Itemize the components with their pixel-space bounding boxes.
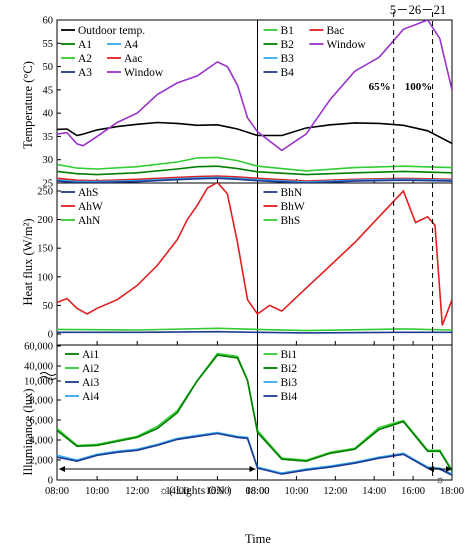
x-tick-label: 14:00 [165, 486, 189, 497]
legend-label: AhS [78, 187, 98, 199]
y-tick-label: 100 [37, 272, 53, 283]
y-tick-label: 25 [43, 179, 54, 190]
legend-label: Bi2 [281, 363, 298, 375]
arrow-heads-2 [428, 466, 452, 472]
legend-label: Ai1 [82, 349, 100, 361]
legend-label: Bi3 [281, 377, 298, 389]
x-tick-label: 18:00 [246, 486, 270, 497]
y-tick-label: 200 [37, 215, 53, 226]
series-line-ai3 [57, 432, 452, 476]
y-tick-label: 8,000 [29, 396, 53, 407]
y-tick-label: 10,000 [24, 377, 53, 388]
series-line-aac [57, 175, 452, 182]
annotation-label: 65% [369, 81, 391, 93]
y-tick-label: 50 [43, 62, 54, 73]
legend-label: Window [124, 67, 164, 79]
legend-label: Ai2 [82, 363, 100, 375]
series-line-a2 [57, 156, 452, 172]
legend-label: AhW [78, 201, 103, 213]
series-line-ai1 [57, 354, 452, 472]
y-tick-label: 45 [43, 85, 54, 96]
panel-frame [56, 344, 453, 481]
legend-label: Bac [327, 25, 345, 37]
legend-label: B2 [281, 39, 295, 51]
legend-label: A2 [78, 53, 92, 65]
y-tick-label: 50 [43, 301, 54, 312]
illuminance-axis-label: Illuminance (lux) [21, 388, 35, 475]
legend-label: Ai4 [82, 391, 100, 403]
series-line-ahw [57, 183, 452, 326]
legend-label: Window [327, 39, 367, 51]
legend-label: A3 [78, 67, 92, 79]
time-axis-label: Time [245, 532, 271, 546]
y-tick-label: 30 [43, 155, 54, 166]
y-tick-label: 2,000 [29, 456, 53, 467]
y-tick-label: 4,000 [29, 436, 53, 447]
legend-label: AhN [78, 215, 101, 227]
series-line-a1 [57, 165, 452, 176]
y-tick-label: 55 [43, 39, 54, 50]
legend-label: BhW [281, 201, 305, 213]
y-tick-label: 40,000 [24, 362, 53, 373]
legend-label: BhN [281, 187, 303, 199]
legend-label: A1 [78, 39, 92, 51]
series-line-window [57, 20, 452, 152]
series-line-a3 [57, 177, 452, 183]
y-tick-label: 40 [43, 109, 54, 120]
y-tick-label: 60,000 [24, 342, 53, 353]
x-tick-label: 08:00 [246, 486, 270, 497]
x-tick-label: 16:00 [401, 486, 425, 497]
y-tick-label: 0 [48, 476, 53, 487]
legend-label: BhS [281, 215, 301, 227]
x-tick-label: 10:00 [284, 486, 308, 497]
legend-label: Outdoor temp. [78, 25, 145, 37]
x-tick-label: 18:00 [440, 486, 464, 497]
date-label: 5－26－21 [390, 3, 446, 17]
legend-label: Bi1 [281, 349, 298, 361]
legend-label: Bi4 [281, 391, 298, 403]
legend-label: Ai3 [82, 377, 100, 389]
x-tick-label: 12:00 [323, 486, 347, 497]
x-tick-label: 10:00 [85, 486, 109, 497]
temperature-axis-label: Temperature (°C) [21, 61, 35, 149]
sun-symbol: ☼ [435, 474, 446, 486]
x-tick-label: 12:00 [125, 486, 149, 497]
lights-on-label: ☼( Lights ON ) [159, 485, 232, 497]
series-line-a4 [57, 176, 452, 183]
y-tick-label: 0 [48, 330, 53, 341]
series-line-ahn [57, 327, 452, 332]
y-tick-label: 35 [43, 132, 54, 143]
legend-label: B3 [281, 53, 295, 65]
series-line-ahs [57, 330, 452, 334]
annotation-label: 100% [405, 81, 433, 93]
y-tick-label: 250 [37, 187, 53, 198]
axis-break [39, 372, 57, 380]
legend-label: A4 [124, 39, 138, 51]
heat-flux-axis-label: Heat flux (W/m²) [21, 218, 35, 305]
legend-label: B1 [281, 25, 295, 37]
x-tick-label: 16:00 [205, 486, 229, 497]
y-tick-label: 6,000 [29, 416, 53, 427]
legend-label: Aac [124, 53, 143, 65]
panel-frame [56, 182, 453, 346]
series-line-outdoor-temp- [57, 121, 452, 145]
y-tick-label: 60 [43, 16, 54, 27]
series-line-ai4 [57, 431, 452, 475]
legend-label: B4 [281, 67, 295, 79]
y-tick-label: 150 [37, 244, 53, 255]
x-tick-label: 08:00 [45, 486, 69, 497]
x-tick-label: 14:00 [362, 486, 386, 497]
